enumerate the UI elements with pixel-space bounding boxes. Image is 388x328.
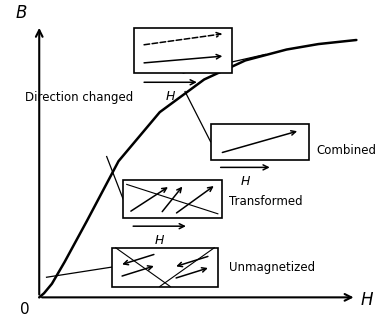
Text: Transformed: Transformed <box>229 195 302 208</box>
Text: $B$: $B$ <box>15 4 27 22</box>
Bar <box>134 28 232 73</box>
Text: $H$: $H$ <box>165 90 176 103</box>
Bar <box>211 124 309 160</box>
Text: Direction changed: Direction changed <box>25 91 133 104</box>
Bar <box>123 180 222 218</box>
Text: Unmagnetized: Unmagnetized <box>229 261 315 275</box>
Text: $H$: $H$ <box>360 292 374 309</box>
Text: $H$: $H$ <box>154 234 165 247</box>
Bar <box>112 248 218 287</box>
Text: 0: 0 <box>20 302 29 317</box>
Text: Combined: Combined <box>316 144 376 157</box>
Text: $H$: $H$ <box>240 175 251 188</box>
